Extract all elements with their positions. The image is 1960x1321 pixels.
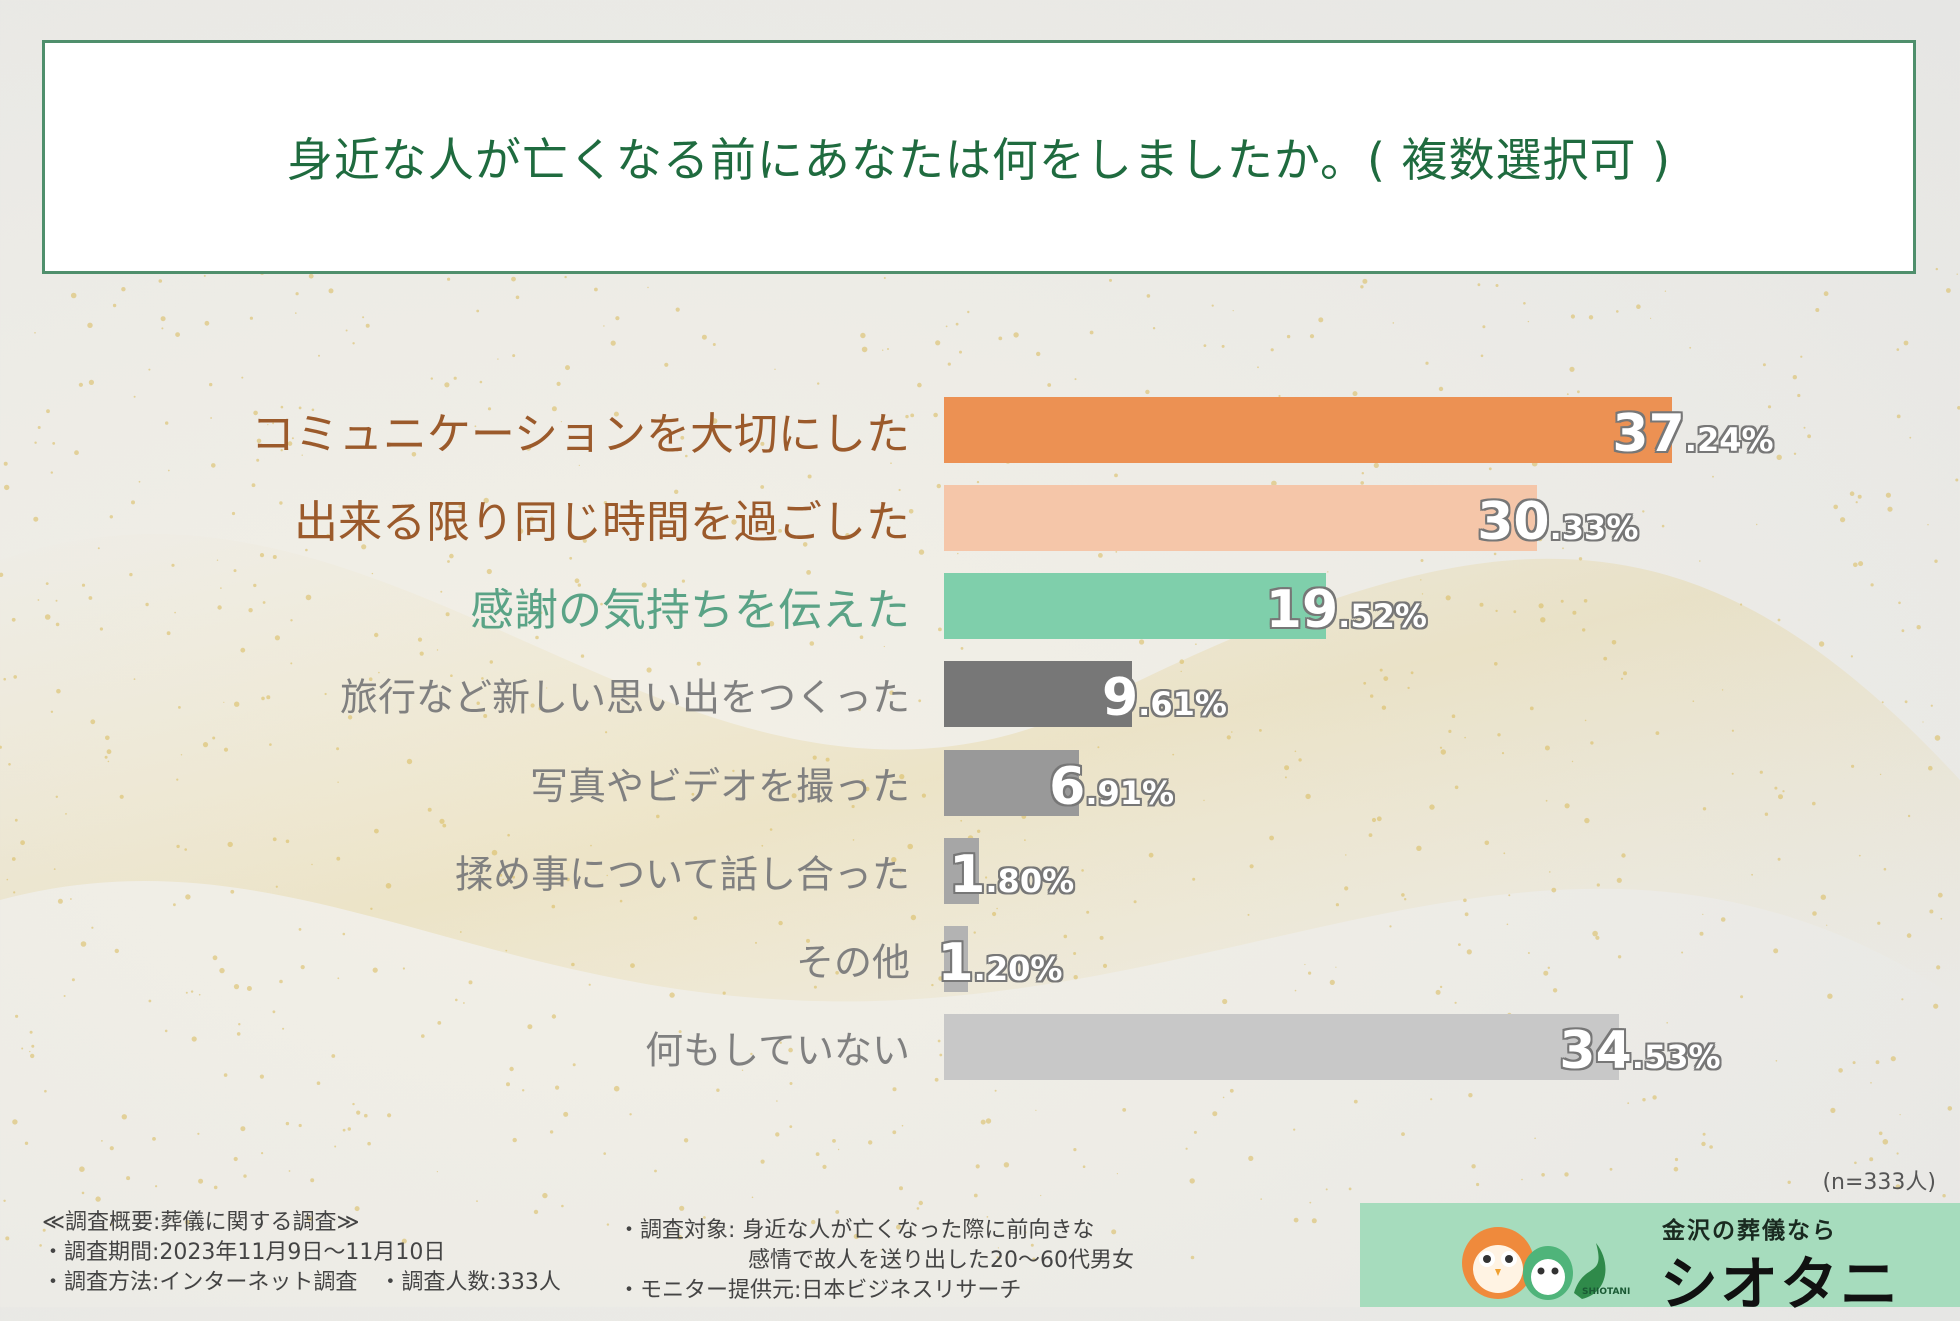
title-box: 身近な人が亡くなる前にあなたは何をしましたか。( 複数選択可 ) [42,40,1916,274]
brand-small-text: SHIOTANI [1582,1287,1631,1297]
value-integer: 34 [1559,1021,1632,1081]
value-label: 19.52% [1266,580,1427,640]
value-label: 34.53% [1559,1021,1720,1081]
value-label: 37.24% [1612,404,1773,464]
survey-target-line2: 感情で故人を送り出した20〜60代男女 [748,1248,1134,1273]
owl-mascots-logo [1462,1227,1606,1300]
bar [944,485,1538,551]
value-decimal: .33% [1549,509,1639,547]
category-label: 何もしていない [645,1028,910,1073]
category-label: 出来る限り同じ時間を過ごした [294,497,910,548]
value-integer: 9 [1101,668,1139,728]
value-decimal: .91% [1085,774,1175,812]
bar [944,397,1673,463]
value-decimal: .80% [985,862,1075,900]
bar [944,926,968,992]
value-integer: 1 [949,845,986,905]
category-label: 写真やビデオを撮った [529,764,910,809]
value-label: 1.80% [949,845,1074,905]
sample-size: (n=333人) [1822,1170,1936,1195]
bar [944,573,1326,639]
footer-right: ・調査対象: 身近な人が亡くなった際に前向きな 感情で故人を送り出した20〜60… [618,1216,1134,1306]
value-label: 1.20% [937,933,1062,993]
category-label: 感謝の気持ちを伝えた [470,585,910,636]
value-label: 9.61% [1102,668,1227,728]
value-decimal: .52% [1338,597,1427,635]
survey-provider: ・モニター提供元:日本ビジネスリサーチ [618,1278,1022,1303]
category-label: コミュニケーションを大切にした [250,409,910,460]
survey-method: ・調査方法:インターネット調査 ・調査人数:333人 [42,1270,561,1295]
value-integer: 6 [1049,757,1086,817]
category-label: その他 [795,940,910,985]
value-label: 6.91% [1049,757,1174,817]
survey-period: ・調査期間:2023年11月9日〜11月10日 [42,1240,446,1265]
bar [944,1014,1620,1080]
value-decimal: .20% [973,950,1063,988]
value-decimal: .53% [1631,1038,1721,1076]
brand-name: シオタニ [1660,1250,1901,1318]
chart-title: 身近な人が亡くなる前にあなたは何をしましたか。( 複数選択可 ) [286,133,1672,187]
footer-left: ≪調査概要:葬儀に関する調査≫ ・調査期間:2023年11月9日〜11月10日 … [42,1208,561,1298]
value-label: 30.33% [1477,492,1638,552]
value-integer: 37 [1612,404,1685,464]
survey-title: ≪調査概要:葬儀に関する調査≫ [42,1210,360,1235]
value-integer: 19 [1265,580,1339,640]
value-integer: 30 [1477,492,1550,552]
value-integer: 1 [937,933,974,993]
value-decimal: .61% [1138,685,1227,723]
survey-target-line1: ・調査対象: 身近な人が亡くなった際に前向きな [618,1218,1095,1243]
brand-banner: 金沢の葬儀なら シオタニ SHIOTANI [1360,1203,1960,1318]
category-label: 旅行など新しい思い出をつくった [339,675,910,720]
bar [944,661,1132,727]
category-label: 揉め事について話し合った [455,852,910,897]
brand-tagline: 金沢の葬儀なら [1662,1218,1837,1244]
value-decimal: .24% [1684,421,1774,459]
bar [944,750,1080,816]
bar [944,838,980,904]
